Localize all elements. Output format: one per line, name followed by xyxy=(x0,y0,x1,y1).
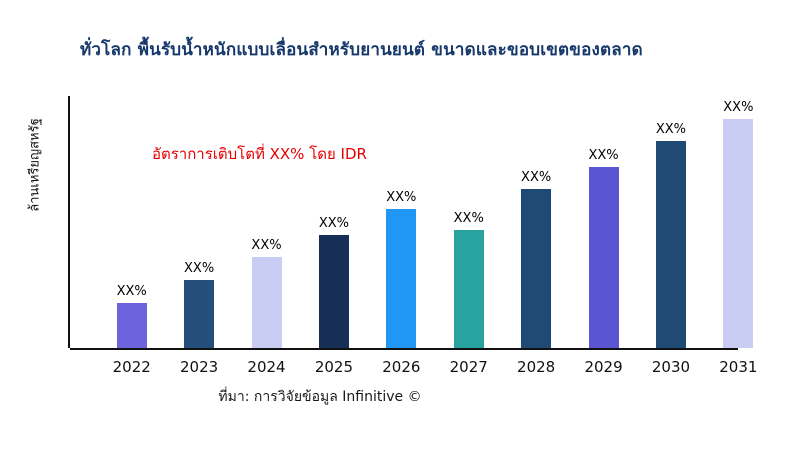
x-tick-label: 2029 xyxy=(584,358,623,376)
bar-group: XX% 2031 xyxy=(705,96,772,376)
x-tick-label: 2027 xyxy=(449,358,488,376)
bar-group: XX% 2028 xyxy=(502,96,569,376)
source-text: ที่มา: การวิจัยข้อมูล Infinitive © xyxy=(218,389,422,405)
bar-2029 xyxy=(588,166,619,348)
bar-value-label: XX% xyxy=(521,170,552,186)
bar-value-label: XX% xyxy=(723,99,754,115)
x-tick-label: 2022 xyxy=(112,358,151,376)
bar-value-label: XX% xyxy=(318,215,349,231)
bar-value-label: XX% xyxy=(116,283,147,299)
bar-2031 xyxy=(723,118,754,348)
plot-area: อัตราการเติบโตที่ XX% โดย IDR XX% 2022 XX%… xyxy=(68,96,772,376)
bar-2030 xyxy=(655,141,686,348)
bar-group: XX% 2026 xyxy=(368,96,435,376)
x-tick-label: 2026 xyxy=(382,358,421,376)
bar-group: XX% 2024 xyxy=(233,96,300,376)
x-tick-label: 2025 xyxy=(314,358,354,376)
bar-value-label: XX% xyxy=(386,190,417,206)
growth-annotation: อัตราการเติบโตที่ XX% โดย IDR xyxy=(152,145,367,163)
bar-2022 xyxy=(116,302,147,348)
bar-group: XX% 2025 xyxy=(300,96,367,376)
x-tick-label: 2028 xyxy=(517,358,556,376)
bars-container: XX% 2022 XX% 2023 XX% 2024 XX% 2025 XX% 2026 XX% 20… xyxy=(70,96,772,376)
bar-value-label: XX% xyxy=(655,122,687,138)
bar-2028 xyxy=(521,189,552,348)
bar-2027 xyxy=(453,229,484,348)
x-axis-line xyxy=(70,348,738,350)
bar-2025 xyxy=(318,234,349,348)
y-axis-label: ล้านเหรียญสหรัฐ xyxy=(27,118,43,212)
bar-value-label: XX% xyxy=(251,238,282,254)
x-tick-label: 2024 xyxy=(247,358,286,376)
x-tick-label: 2031 xyxy=(719,358,758,376)
bar-value-label: XX% xyxy=(588,147,619,163)
bar-value-label: XX% xyxy=(453,210,484,226)
x-tick-label: 2023 xyxy=(180,358,219,376)
bar-group: XX% 2029 xyxy=(570,96,637,376)
chart-title: ทั่วโลก พื้นรับน้ำหนักแบบเลื่อนสำหรับยาน… xyxy=(80,40,643,60)
bar-2023 xyxy=(184,279,215,348)
bar-2024 xyxy=(251,257,282,348)
bar-group: XX% 2027 xyxy=(435,96,502,376)
bar-2026 xyxy=(386,209,417,348)
bar-value-label: XX% xyxy=(184,260,215,276)
bar-group: XX% 2023 xyxy=(165,96,232,376)
bar-group: XX% 2022 xyxy=(98,96,165,376)
bar-group: XX% 2030 xyxy=(637,96,704,376)
x-tick-label: 2030 xyxy=(651,358,691,376)
